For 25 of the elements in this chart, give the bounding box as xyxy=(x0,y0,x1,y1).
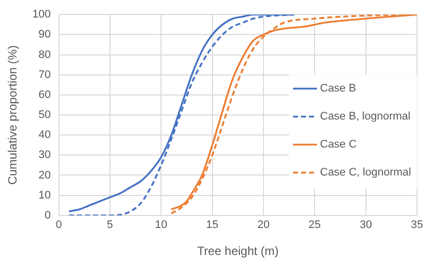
x-tick-label: 10 xyxy=(154,219,168,232)
legend-label: Case B, lognormal xyxy=(320,110,410,123)
y-axis-title: Cumulative proportion (%) xyxy=(6,45,20,185)
x-tick-label: 0 xyxy=(56,219,62,232)
y-tick-label: 30 xyxy=(38,149,51,162)
x-tick-label: 35 xyxy=(410,219,424,232)
y-tick-label: 10 xyxy=(38,189,51,202)
y-tick-label: 100 xyxy=(32,8,51,21)
x-tick-label: 25 xyxy=(308,219,321,232)
y-tick-label: 90 xyxy=(38,28,51,41)
y-tick-label: 20 xyxy=(38,169,51,182)
y-tick-label: 0 xyxy=(44,209,51,222)
legend-label: Case B xyxy=(320,82,356,95)
y-tick-label: 40 xyxy=(38,129,51,142)
y-tick-label: 80 xyxy=(38,48,51,61)
y-tick-label: 60 xyxy=(38,88,51,101)
legend-label: Case C, lognormal xyxy=(320,166,412,179)
x-tick-label: 15 xyxy=(206,219,218,232)
x-axis-title: Tree height (m) xyxy=(197,244,279,258)
legend-label: Case C xyxy=(320,138,357,151)
y-tick-label: 70 xyxy=(38,68,51,81)
x-tick-label: 20 xyxy=(257,219,270,232)
x-tick-label: 5 xyxy=(106,219,113,232)
x-tick-label: 30 xyxy=(360,219,372,232)
y-tick-label: 50 xyxy=(38,109,51,122)
